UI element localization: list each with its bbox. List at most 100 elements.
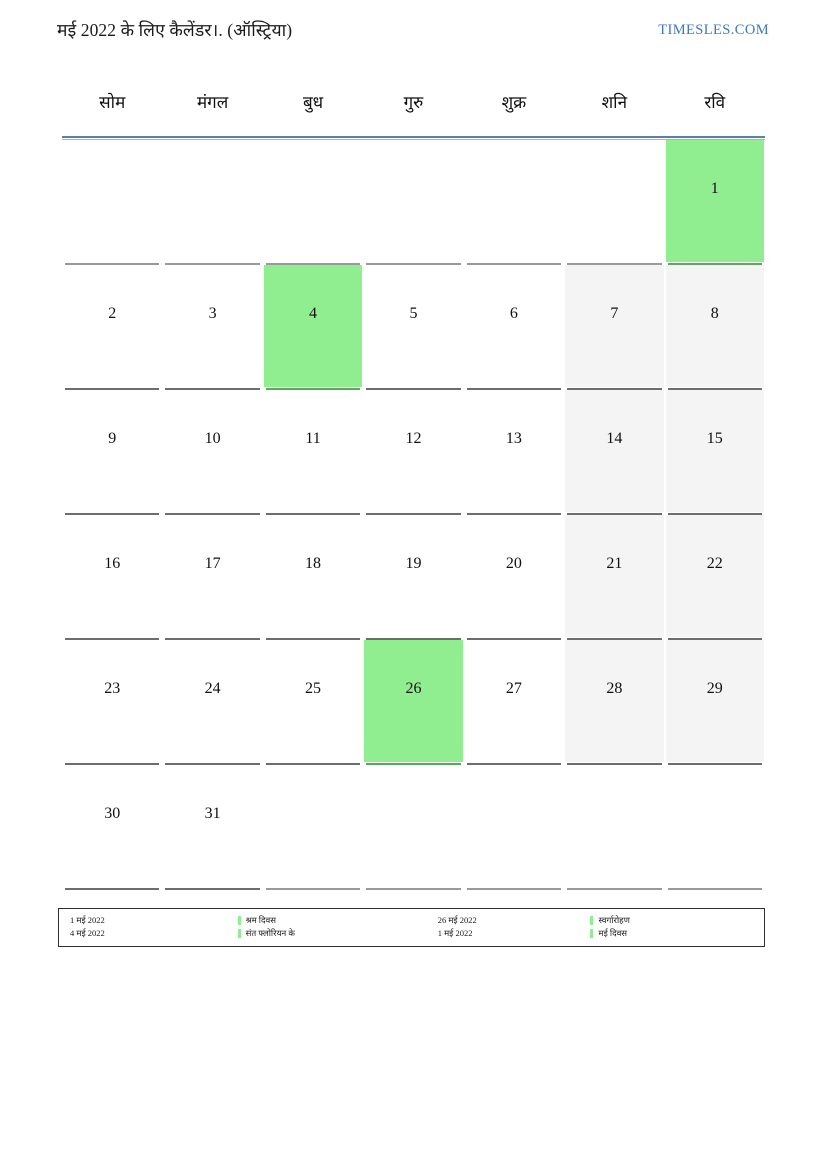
day-cell-underline [466,638,562,640]
day-cell[interactable]: 9 [62,390,162,515]
day-number: 15 [706,430,723,447]
day-cell[interactable]: 5 [363,265,463,390]
day-cell-empty [464,765,564,890]
day-cell-underline [667,763,762,765]
day-cell[interactable]: 4 [263,265,363,390]
day-number: 22 [706,555,723,572]
day-cell-background [364,265,462,387]
day-cell-background [465,515,563,637]
day-cell-underline [466,263,562,265]
day-number: 18 [305,555,322,572]
day-cell[interactable]: 18 [263,515,363,640]
day-cell-underline [65,763,160,765]
day-cell-underline [265,388,361,390]
day-cell[interactable]: 13 [464,390,564,515]
day-number: 4 [309,305,318,322]
day-cell-empty [564,765,664,890]
day-cell-empty [263,140,363,265]
weekday-header-3: गुरु [403,93,424,112]
day-cell[interactable]: 2 [62,265,162,390]
day-cell-background [264,640,362,762]
day-cell[interactable]: 19 [363,515,463,640]
day-cell[interactable]: 31 [162,765,262,890]
day-cell-underline [265,513,361,515]
day-cell[interactable]: 11 [263,390,363,515]
day-cell[interactable]: 28 [564,640,664,765]
day-cell-underline [567,888,662,890]
day-cell-background [364,390,462,512]
legend-text: 4 मई 2022 [70,928,105,938]
legend-color-swatch [237,916,241,925]
day-cell[interactable]: 20 [464,515,564,640]
day-cell-underline [667,638,762,640]
day-cell[interactable]: 14 [564,390,664,515]
legend-text: स्वर्गारोहण [598,915,630,925]
day-number: 24 [204,680,221,697]
day-cell[interactable]: 8 [665,265,765,390]
day-cell-underline [466,513,562,515]
day-cell-underline [466,888,562,890]
day-cell-background [565,640,664,762]
day-number: 9 [108,430,117,447]
legend-names-left: श्रम दिवस संत फ्लोरियन के [237,914,438,946]
day-cell-underline [466,763,562,765]
page-title: मई 2022 के लिए कैलेंडर।. (ऑस्ट्रिया) [57,20,293,40]
day-cell-background [666,765,764,887]
weekday-header-6: रवि [704,93,726,112]
weekday-header-0: सोम [99,93,126,112]
day-cell-background [163,390,261,512]
day-number: 14 [606,430,623,447]
day-cell[interactable]: 30 [62,765,162,890]
day-number: 1 [710,180,719,197]
day-cell-empty [263,765,363,890]
calendar-grid: सोम मंगल बुध गुरु शुक्र शनि रवि 1 2 3 4 5 6 7 8 9 10 11 1… [62,78,765,890]
day-cell-background [665,265,764,387]
day-cell[interactable]: 21 [564,515,664,640]
day-number: 28 [606,680,623,697]
day-cell-empty [162,140,262,265]
day-cell[interactable]: 10 [162,390,262,515]
day-cell[interactable]: 29 [665,640,765,765]
legend-names-right: स्वर्गारोहण मई दिवस [590,914,764,946]
calendar-week-row: 9 10 11 12 13 14 15 [62,390,765,515]
day-number: 20 [505,555,522,572]
day-cell-background [364,515,462,637]
day-cell[interactable]: 15 [665,390,765,515]
day-cell[interactable]: 6 [464,265,564,390]
day-number: 21 [606,555,623,572]
day-cell[interactable]: 17 [162,515,262,640]
day-cell-background [364,765,462,887]
day-cell-empty [665,765,765,890]
day-cell[interactable]: 12 [363,390,463,515]
day-cell-background [63,640,161,762]
day-cell[interactable]: 23 [62,640,162,765]
day-cell[interactable]: 26 [363,640,463,765]
day-cell[interactable]: 27 [464,640,564,765]
day-cell-empty [564,140,664,265]
day-cell[interactable]: 24 [162,640,262,765]
day-cell[interactable]: 7 [564,265,664,390]
day-cell[interactable]: 16 [62,515,162,640]
day-number: 10 [204,430,221,447]
legend-name-item: स्वर्गारोहण [590,914,764,927]
day-cell-background [465,390,563,512]
day-cell-underline [366,638,461,640]
legend-date-item: 1 मई 2022 [438,927,591,940]
day-cell[interactable]: 25 [263,640,363,765]
day-cell-underline [265,638,361,640]
day-cell-background [465,640,563,762]
day-cell-background [465,265,563,387]
day-cell-underline [65,388,160,390]
day-cell[interactable]: 1 [665,140,765,265]
day-number: 29 [706,680,723,697]
day-cell-underline [567,638,662,640]
day-cell[interactable]: 3 [162,265,262,390]
calendar-week-row: 2 3 4 5 6 7 8 [62,265,765,390]
day-cell-empty [363,140,463,265]
legend-name-item: मई दिवस [590,927,764,940]
legend-name-item: संत फ्लोरियन के [237,927,438,940]
site-logo[interactable]: TIMESLES.COM [658,22,769,38]
day-cell-underline [165,888,260,890]
day-cell-underline [65,888,160,890]
day-cell[interactable]: 22 [665,515,765,640]
